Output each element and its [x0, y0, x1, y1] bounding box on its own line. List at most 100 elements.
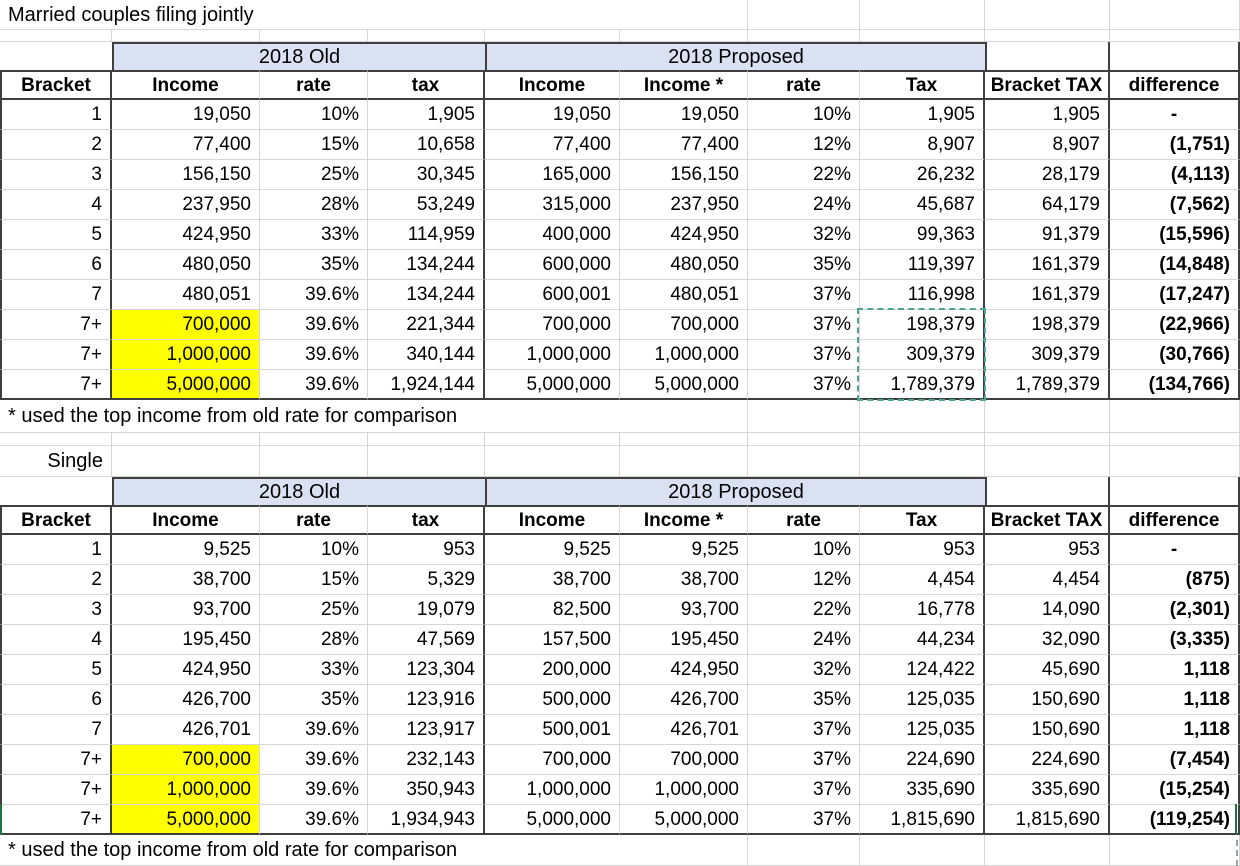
- empty-cell[interactable]: [620, 433, 748, 446]
- cell[interactable]: (7,562): [1110, 190, 1240, 220]
- cell[interactable]: 37%: [748, 370, 860, 400]
- empty-cell[interactable]: [0, 42, 112, 70]
- cell[interactable]: 340,144: [368, 340, 485, 370]
- cell[interactable]: 5,000,000: [485, 370, 620, 400]
- empty-cell[interactable]: [1110, 42, 1240, 70]
- married-title-cell[interactable]: Married couples filing jointly: [0, 0, 620, 30]
- empty-cell[interactable]: [260, 433, 368, 446]
- empty-cell[interactable]: [748, 433, 860, 446]
- cell[interactable]: 7: [0, 715, 112, 745]
- cell[interactable]: 953: [985, 535, 1110, 565]
- cell[interactable]: 426,701: [112, 715, 260, 745]
- cell[interactable]: 1,000,000: [485, 340, 620, 370]
- empty-cell[interactable]: [620, 835, 748, 866]
- cell[interactable]: 64,179: [985, 190, 1110, 220]
- cell[interactable]: 424,950: [620, 655, 748, 685]
- empty-cell[interactable]: [112, 446, 260, 477]
- cell[interactable]: 150,690: [985, 685, 1110, 715]
- cell[interactable]: 37%: [748, 775, 860, 805]
- column-header-rate-proposed[interactable]: rate: [748, 70, 860, 100]
- cell[interactable]: 500,001: [485, 715, 620, 745]
- column-header-income-star[interactable]: Income *: [620, 505, 748, 535]
- cell[interactable]: 91,379: [985, 220, 1110, 250]
- empty-cell[interactable]: [860, 433, 985, 446]
- cell[interactable]: 3: [0, 160, 112, 190]
- empty-cell[interactable]: [860, 835, 985, 866]
- cell[interactable]: 134,244: [368, 250, 485, 280]
- cell[interactable]: 1,815,690: [860, 805, 985, 835]
- cell[interactable]: 198,379: [985, 310, 1110, 340]
- cell[interactable]: 350,943: [368, 775, 485, 805]
- cell[interactable]: (3,335): [1110, 625, 1240, 655]
- empty-cell[interactable]: [485, 433, 620, 446]
- cell[interactable]: 1,789,379: [985, 370, 1110, 400]
- cell[interactable]: 156,150: [112, 160, 260, 190]
- empty-cell[interactable]: [985, 400, 1110, 433]
- cell[interactable]: 39.6%: [260, 280, 368, 310]
- cell[interactable]: 10%: [260, 535, 368, 565]
- cell[interactable]: 10%: [748, 535, 860, 565]
- cell[interactable]: 125,035: [860, 685, 985, 715]
- empty-cell[interactable]: [368, 30, 485, 42]
- cell[interactable]: 24%: [748, 190, 860, 220]
- empty-cell[interactable]: [485, 446, 620, 477]
- cell[interactable]: 1,000,000: [112, 775, 260, 805]
- cell[interactable]: 39.6%: [260, 715, 368, 745]
- cell[interactable]: 9,525: [620, 535, 748, 565]
- cell[interactable]: 8,907: [860, 130, 985, 160]
- cell[interactable]: 77,400: [620, 130, 748, 160]
- cell[interactable]: 2: [0, 565, 112, 595]
- cell[interactable]: 93,700: [112, 595, 260, 625]
- cell[interactable]: 1,118: [1110, 655, 1240, 685]
- cell[interactable]: 5: [0, 220, 112, 250]
- column-header-income-star[interactable]: Income *: [620, 70, 748, 100]
- cell[interactable]: (1,751): [1110, 130, 1240, 160]
- cell[interactable]: 39.6%: [260, 805, 368, 835]
- cell[interactable]: 39.6%: [260, 745, 368, 775]
- cell[interactable]: 37%: [748, 280, 860, 310]
- cell[interactable]: 5: [0, 655, 112, 685]
- cell[interactable]: 35%: [260, 250, 368, 280]
- cell[interactable]: 134,244: [368, 280, 485, 310]
- empty-cell[interactable]: [985, 835, 1110, 866]
- cell[interactable]: 38,700: [485, 565, 620, 595]
- cell[interactable]: 426,700: [112, 685, 260, 715]
- cell[interactable]: 953: [860, 535, 985, 565]
- cell[interactable]: -: [1110, 100, 1240, 130]
- cell[interactable]: 16,778: [860, 595, 985, 625]
- empty-cell[interactable]: [1110, 446, 1240, 477]
- cell[interactable]: 44,234: [860, 625, 985, 655]
- cell[interactable]: 480,051: [112, 280, 260, 310]
- cell[interactable]: 6: [0, 250, 112, 280]
- cell[interactable]: (30,766): [1110, 340, 1240, 370]
- cell[interactable]: 28%: [260, 190, 368, 220]
- cell[interactable]: 7+: [0, 775, 112, 805]
- cell[interactable]: 22%: [748, 160, 860, 190]
- cell[interactable]: 37%: [748, 745, 860, 775]
- column-header-difference[interactable]: difference: [1110, 70, 1240, 100]
- cell[interactable]: 19,050: [485, 100, 620, 130]
- cell[interactable]: (15,596): [1110, 220, 1240, 250]
- empty-cell[interactable]: [620, 446, 748, 477]
- empty-cell[interactable]: [1110, 0, 1240, 30]
- footnote-cell[interactable]: * used the top income from old rate for …: [0, 835, 620, 866]
- cell[interactable]: 5,000,000: [112, 805, 260, 835]
- column-header-income-proposed[interactable]: Income: [485, 505, 620, 535]
- cell[interactable]: 953: [368, 535, 485, 565]
- cell[interactable]: 426,701: [620, 715, 748, 745]
- empty-cell[interactable]: [1110, 30, 1240, 42]
- empty-cell[interactable]: [1110, 477, 1240, 505]
- empty-cell[interactable]: [112, 30, 260, 42]
- cell[interactable]: 26,232: [860, 160, 985, 190]
- cell[interactable]: 45,687: [860, 190, 985, 220]
- column-header-rate-proposed[interactable]: rate: [748, 505, 860, 535]
- cell[interactable]: 35%: [260, 685, 368, 715]
- empty-cell[interactable]: [620, 0, 748, 30]
- cell[interactable]: 1,118: [1110, 685, 1240, 715]
- empty-cell[interactable]: [860, 0, 985, 30]
- empty-cell[interactable]: [620, 400, 748, 433]
- cell[interactable]: 1,118: [1110, 715, 1240, 745]
- cell[interactable]: 400,000: [485, 220, 620, 250]
- cell[interactable]: (2,301): [1110, 595, 1240, 625]
- cell[interactable]: 224,690: [985, 745, 1110, 775]
